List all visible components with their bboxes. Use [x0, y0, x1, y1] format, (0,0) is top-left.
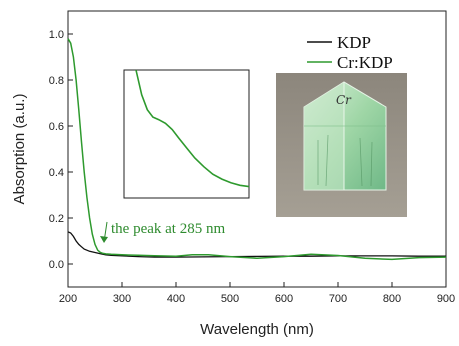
series-line-cr-kdp	[67, 38, 447, 261]
x-tick-label: 600	[275, 293, 293, 305]
legend-label-kdp: KDP	[337, 33, 371, 52]
y-tick-label: 0.2	[49, 213, 64, 225]
x-tick-label: 900	[437, 293, 455, 305]
x-tick-label: 400	[167, 293, 185, 305]
y-axis-title: Absorption (a.u.)	[11, 94, 28, 205]
crystal-photo: Cr	[276, 73, 407, 217]
crystal-label: Cr	[336, 93, 352, 107]
y-tick-label: 0.4	[49, 167, 64, 179]
inset-chart	[123, 69, 250, 199]
x-axis-title: Wavelength (nm)	[200, 321, 314, 338]
x-tick-label: 300	[113, 293, 131, 305]
y-tick-label: 0.8	[49, 75, 64, 87]
crystal-face-left	[304, 82, 344, 190]
x-axis-ticks: 200 300 400 500 600 700 800 900	[59, 282, 455, 305]
y-axis-ticks: 0.0 0.2 0.4 0.6 0.8 1.0	[49, 29, 73, 271]
annotation-peak-285: the peak at 285 nm	[111, 221, 225, 237]
crystal-streak	[370, 141, 373, 187]
x-tick-label: 700	[329, 293, 347, 305]
x-tick-label: 800	[383, 293, 401, 305]
inset-frame	[123, 69, 250, 199]
legend-label-cr-kdp: Cr:KDP	[337, 53, 393, 72]
y-tick-label: 0.6	[49, 121, 64, 133]
y-tick-label: 0.0	[49, 259, 64, 271]
annotation-arrowhead	[100, 236, 108, 243]
inset-curve-cr-kdp	[135, 69, 250, 188]
plot-frame	[67, 10, 447, 288]
legend: KDP Cr:KDP	[307, 33, 393, 72]
peak-annotation: the peak at 285 nm	[100, 221, 225, 243]
crystal-streak	[325, 134, 329, 187]
crystal-streak	[359, 137, 363, 187]
x-tick-label: 500	[221, 293, 239, 305]
x-tick-label: 200	[59, 293, 77, 305]
y-tick-label: 1.0	[49, 29, 64, 41]
